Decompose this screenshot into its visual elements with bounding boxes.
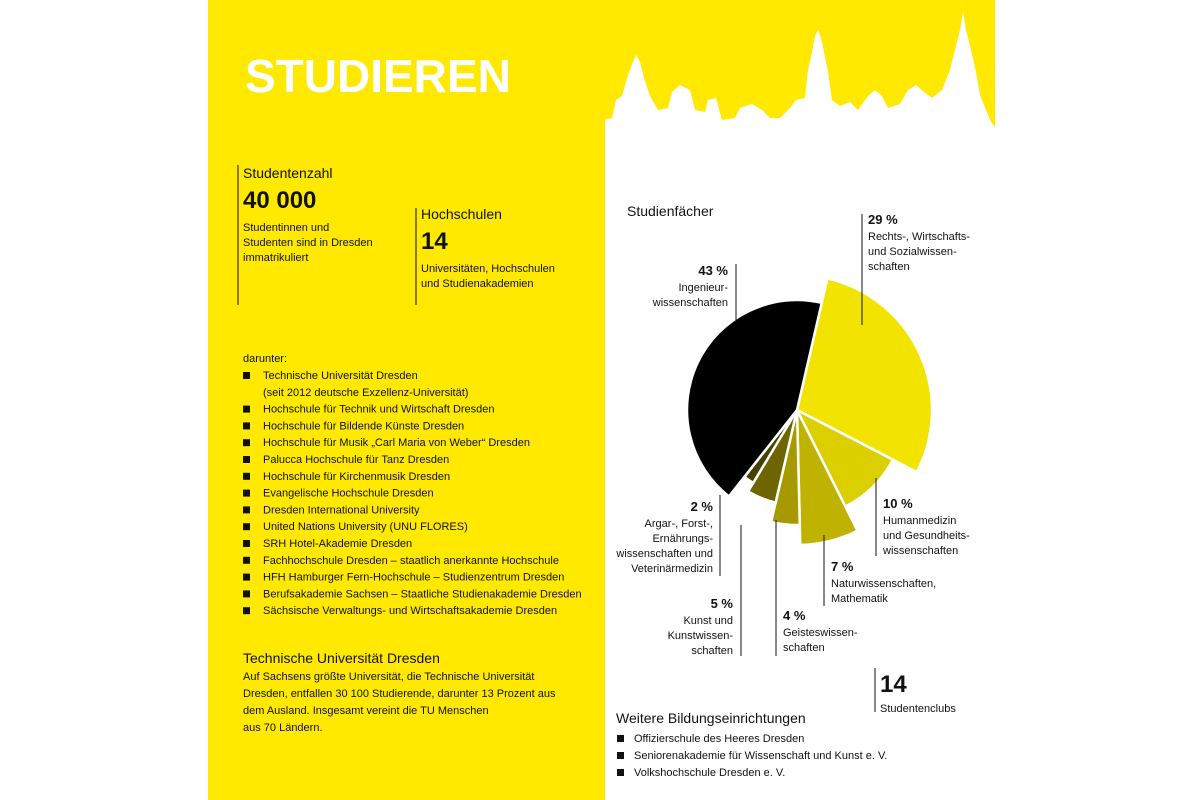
university-list: Technische Universität Dresden (seit 2012… [243,370,582,617]
other-title: Weitere Bildungseinrichtungen [616,710,806,726]
list-item: Palucca Hochschule für Tanz Dresden [263,454,449,466]
list-item: HFH Hamburger Fern-Hochschule – Studienz… [263,572,564,584]
category-label: Geisteswissen- [783,627,858,639]
tu-text: dem Ausland. Insgesamt vereint die TU Me… [243,705,489,717]
category-label: schaften [868,261,910,273]
list-item: Berufsakademie Sachsen – Staatliche Stud… [263,588,582,600]
universities-text: Universitäten, Hochschulen [421,263,555,275]
bullet [243,523,250,531]
list-item: Hochschule für Kirchenmusik Dresden [263,471,450,483]
universities-text: und Studienakademien [421,278,534,290]
other-item: Volkshochschule Dresden e. V. [634,767,785,779]
bullet [243,540,250,547]
category-label: Naturwissenschaften, [831,578,936,590]
bullet [243,472,250,480]
bullet [243,607,250,615]
category-label: Kunst und [683,615,733,627]
list-item: Hochschule für Musik „Carl Maria von Web… [263,437,530,449]
category-label: wissenschaften [652,297,728,309]
tu-text: Dresden, entfallen 30 100 Studierende, d… [243,688,556,700]
pie-slice [795,276,934,474]
pie-slice [685,298,824,499]
category-label: wissenschaften und [615,548,713,560]
list-item: Evangelische Hochschule Dresden [263,488,434,500]
category-label: und Sozialwissen- [868,246,957,258]
other-item: Offizierschule des Heeres Dresden [634,733,804,745]
bullet [243,372,250,379]
list-item: SRH Hotel-Akademie Dresden [263,538,412,550]
students-text: Studentinnen und [243,222,329,234]
bullet [243,506,250,514]
tu-title: Technische Universität Dresden [243,650,440,666]
students-number: 40 000 [243,187,316,214]
pie-chart: 29 % Rechts-, Wirtschafts-und Sozialwisse… [615,212,970,657]
category-label: und Gesundheits- [883,530,970,542]
category-label: Mathematik [831,593,888,605]
list-item: Hochschule für Technik und Wirtschaft Dr… [263,404,495,416]
list-item: United Nations University (UNU FLORES) [263,521,468,533]
clubs-number: 14 [880,671,907,698]
category-label: Ingenieur- [678,282,728,294]
value-label: 7 % [831,559,854,574]
bullet [243,422,250,430]
category-label: Argar-, Forst-, [645,518,713,530]
category-label: Ernährungs- [652,533,713,545]
list-item: Sächsische Verwaltungs- und Wirtschaftsa… [263,605,557,617]
bullet [243,573,250,581]
pie-slice [746,409,799,505]
tu-text: aus 70 Ländern. [243,722,323,734]
bullet [243,439,250,447]
students-text: Studenten sind in Dresden [243,237,373,249]
value-label: 43 % [698,263,728,278]
bullet [243,556,250,564]
bullet [243,405,250,413]
clubs-label: Studentenclubs [880,703,956,715]
category-label: Kunstwissen- [668,630,734,642]
list-item: Dresden International University [263,504,420,516]
yellow-panel [208,0,605,800]
skyline [605,12,995,150]
value-label: 2 % [691,499,714,514]
universities-label: Hochschulen [421,206,502,222]
category-label: schaften [783,642,825,654]
category-label: Veterinärmedizin [631,563,713,575]
category-label: wissenschaften [882,545,958,557]
value-label: 29 % [868,212,898,227]
list-intro: darunter: [243,353,287,365]
bullet [243,590,250,598]
value-label: 4 % [783,608,806,623]
title: STUDIEREN [245,50,511,102]
bullet [243,489,250,497]
bullet [243,456,250,463]
list-item: Hochschule für Bildende Künste Dresden [263,420,464,432]
list-item: Fachhochschule Dresden – staatlich anerk… [263,555,559,567]
pie-slice [795,409,860,547]
value-label: 10 % [883,496,913,511]
category-label: Rechts-, Wirtschafts- [868,231,970,243]
chart-title: Studienfächer [627,203,714,219]
universities-number: 14 [421,228,448,255]
students-text: immatrikuliert [243,252,308,264]
category-label: Humanmedizin [883,515,956,527]
bullet [617,735,624,742]
value-label: 5 % [711,596,734,611]
bullet [617,769,624,776]
list-item: Technische Universität Dresden [263,370,418,382]
category-label: schaften [691,645,733,657]
tu-text: Auf Sachsens größte Universität, die Tec… [243,671,534,683]
list-item: (seit 2012 deutsche Exzellenz-Universitä… [263,387,468,399]
students-label: Studentenzahl [243,165,333,181]
bullet [617,752,624,759]
other-item: Seniorenakademie für Wissenschaft und Ku… [634,750,887,762]
